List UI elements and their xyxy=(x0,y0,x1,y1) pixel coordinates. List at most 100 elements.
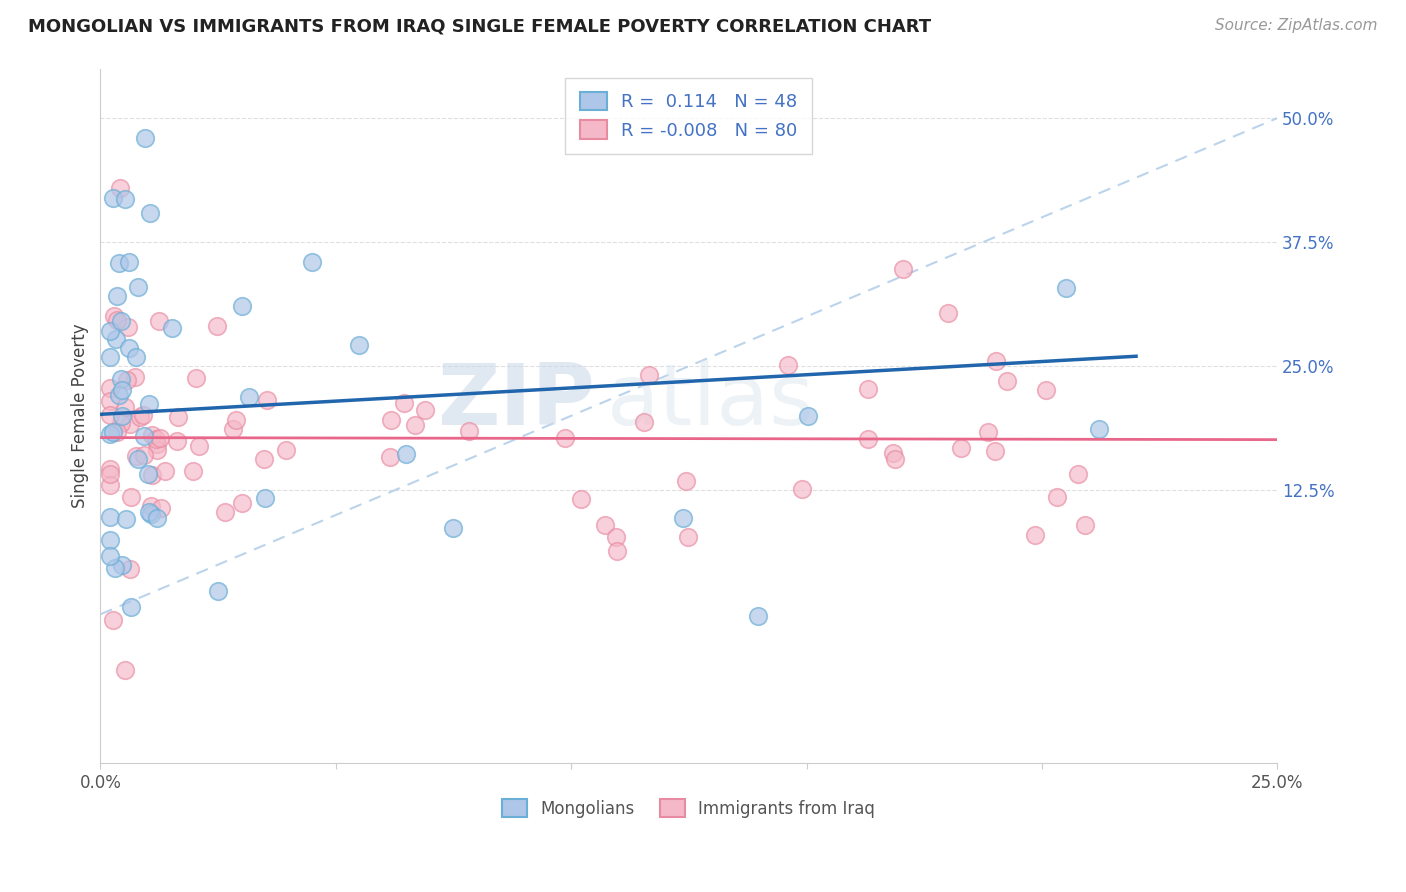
Point xyxy=(98,350,121,364)
Point xyxy=(146,510,169,524)
Point xyxy=(392,396,415,410)
Point xyxy=(181,464,204,478)
Point xyxy=(110,416,132,430)
Y-axis label: Single Female Poverty: Single Female Poverty xyxy=(72,324,89,508)
Point xyxy=(675,475,697,489)
Point xyxy=(221,421,243,435)
Point xyxy=(150,500,173,515)
Point xyxy=(132,429,155,443)
Point xyxy=(231,299,253,313)
Point xyxy=(984,444,1007,458)
Point xyxy=(936,305,959,319)
Point xyxy=(253,452,276,467)
Point xyxy=(124,370,146,384)
Point xyxy=(214,505,236,519)
Point xyxy=(98,426,121,441)
Point xyxy=(349,338,371,352)
Point xyxy=(778,359,800,373)
Point xyxy=(1088,422,1111,436)
Point xyxy=(146,437,169,451)
Point xyxy=(138,206,160,220)
Point xyxy=(149,431,172,445)
Point xyxy=(1074,518,1097,533)
Point xyxy=(118,255,141,269)
Point xyxy=(127,451,149,466)
Point xyxy=(1024,528,1046,542)
Point xyxy=(188,439,211,453)
Point xyxy=(139,507,162,521)
Point xyxy=(120,490,142,504)
Point xyxy=(105,289,128,303)
Point xyxy=(254,491,277,505)
Point xyxy=(131,408,153,422)
Point xyxy=(457,425,479,439)
Point xyxy=(118,341,141,355)
Point xyxy=(1045,491,1067,505)
Point xyxy=(256,393,278,408)
Point xyxy=(134,131,156,145)
Point xyxy=(98,509,121,524)
Point xyxy=(1035,383,1057,397)
Point xyxy=(380,450,402,464)
Point xyxy=(153,464,176,478)
Point xyxy=(977,425,1000,440)
Point xyxy=(1067,467,1090,481)
Point xyxy=(125,350,148,364)
Point xyxy=(184,370,207,384)
Point xyxy=(207,584,229,599)
Point xyxy=(301,255,323,269)
Point xyxy=(120,562,142,576)
Legend: Mongolians, Immigrants from Iraq: Mongolians, Immigrants from Iraq xyxy=(496,793,882,824)
Point xyxy=(891,261,914,276)
Point xyxy=(115,511,138,525)
Point xyxy=(569,492,592,507)
Point xyxy=(995,375,1018,389)
Point xyxy=(114,400,136,414)
Point xyxy=(413,403,436,417)
Point xyxy=(605,530,627,544)
Point xyxy=(141,428,163,442)
Point xyxy=(98,549,121,563)
Point xyxy=(790,482,813,496)
Point xyxy=(117,320,139,334)
Point xyxy=(984,354,1007,368)
Point xyxy=(114,192,136,206)
Point xyxy=(132,448,155,462)
Point xyxy=(98,462,121,476)
Point xyxy=(101,190,124,204)
Point xyxy=(856,382,879,396)
Point xyxy=(606,543,628,558)
Point xyxy=(110,383,132,397)
Point xyxy=(238,390,260,404)
Point xyxy=(98,408,121,422)
Point xyxy=(138,505,160,519)
Point xyxy=(554,431,576,445)
Point xyxy=(145,432,167,446)
Point xyxy=(108,180,131,194)
Point xyxy=(633,415,655,429)
Point xyxy=(108,388,131,402)
Point xyxy=(105,425,128,439)
Point xyxy=(404,418,426,433)
Point xyxy=(101,613,124,627)
Point xyxy=(231,496,253,510)
Point xyxy=(225,413,247,427)
Point xyxy=(127,280,149,294)
Point xyxy=(108,256,131,270)
Point xyxy=(747,609,769,624)
Point xyxy=(148,314,170,328)
Point xyxy=(111,558,134,572)
Point xyxy=(138,397,160,411)
Point xyxy=(136,467,159,481)
Point xyxy=(110,372,132,386)
Point xyxy=(146,443,169,458)
Point xyxy=(884,452,907,467)
Text: ZIP: ZIP xyxy=(437,360,595,443)
Point xyxy=(105,313,128,327)
Point xyxy=(98,324,121,338)
Point xyxy=(105,333,128,347)
Point xyxy=(205,319,228,334)
Point xyxy=(111,409,134,424)
Point xyxy=(882,446,904,460)
Point xyxy=(104,561,127,575)
